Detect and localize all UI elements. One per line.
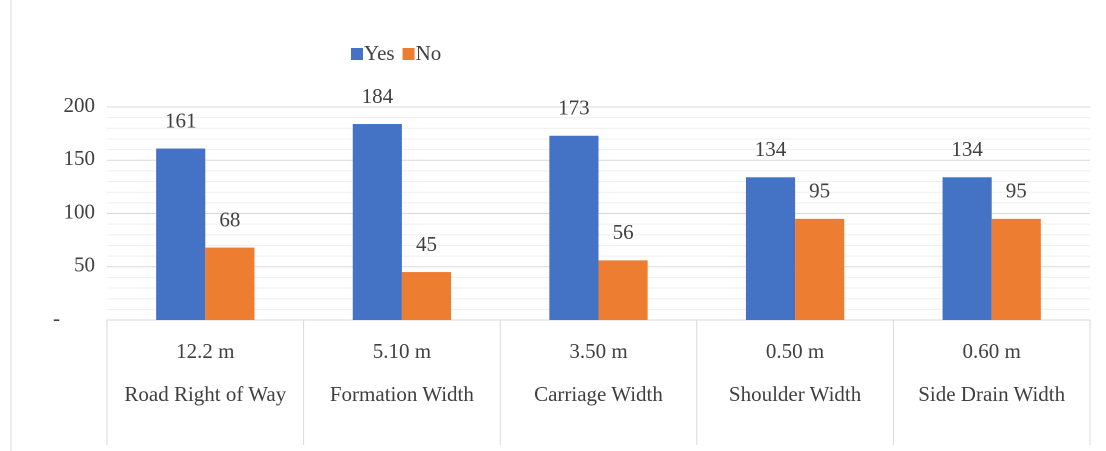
x-group-label: Carriage Width <box>534 382 663 406</box>
x-group-label: Side Drain Width <box>918 382 1066 406</box>
bar <box>549 135 599 320</box>
legend-label: No <box>416 41 442 65</box>
y-tick-label: 150 <box>64 146 96 170</box>
data-label: 134 <box>951 137 983 161</box>
data-label: 56 <box>613 220 634 244</box>
bar <box>401 272 452 320</box>
x-tick-label: 0.60 m <box>962 339 1021 363</box>
data-label: 68 <box>219 207 240 231</box>
data-label: 184 <box>362 84 394 108</box>
legend-swatch <box>402 48 415 60</box>
x-tick-label: 0.50 m <box>765 339 825 363</box>
bar <box>598 260 648 320</box>
y-tick-label: 100 <box>64 199 96 223</box>
bar <box>991 218 1041 320</box>
bar <box>205 247 255 320</box>
legend-label: Yes <box>364 41 395 65</box>
bar <box>795 218 845 320</box>
bar <box>156 148 206 320</box>
bar <box>942 177 992 320</box>
y-tick-label: - <box>53 306 60 330</box>
x-tick-label: 12.2 m <box>176 339 235 363</box>
bar <box>352 124 402 320</box>
legend-swatch <box>351 48 363 60</box>
x-group-label: Formation Width <box>329 382 474 406</box>
x-tick-label: 3.50 m <box>569 339 628 363</box>
data-label: 95 <box>1006 179 1027 203</box>
x-group-label: Shoulder Width <box>728 382 862 406</box>
data-label: 95 <box>809 179 830 203</box>
data-label: 173 <box>558 96 590 120</box>
x-tick-label: 5.10 m <box>372 339 432 363</box>
data-label: 161 <box>165 108 197 132</box>
x-group-label: Road Right of Way <box>124 382 287 406</box>
data-label: 45 <box>416 232 437 256</box>
bar <box>745 177 796 320</box>
y-tick-label: 200 <box>64 93 96 117</box>
data-label: 134 <box>755 137 787 161</box>
y-tick-label: 50 <box>74 253 95 277</box>
